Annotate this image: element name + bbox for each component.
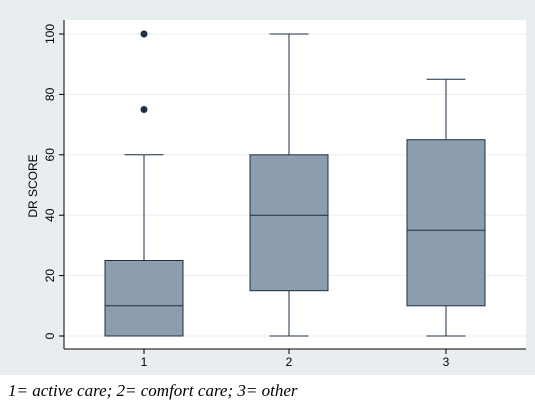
- y-tick-label-0: 0: [43, 332, 57, 339]
- y-axis-title: DR SCORE: [26, 154, 40, 217]
- y-tick-label-60: 60: [43, 148, 57, 162]
- box-plot-chart: 0 20 40 60 80 100 1 2 3 DR SCORE: [0, 0, 535, 375]
- box-group-1: [104, 30, 184, 337]
- chart-caption: 1= active care; 2= comfort care; 3= othe…: [8, 381, 298, 400]
- x-tick-label-1: 1: [141, 355, 148, 369]
- box-series: [104, 30, 486, 337]
- x-axis-ticks: 1 2 3: [141, 349, 450, 369]
- box-group-3: [406, 78, 486, 337]
- y-tick-label-100: 100: [43, 24, 57, 44]
- x-tick-label-3: 3: [443, 355, 450, 369]
- box-group-2: [249, 33, 329, 337]
- box-iqr-1: [104, 260, 184, 337]
- y-tick-label-20: 20: [43, 269, 57, 283]
- x-tick-label-2: 2: [286, 355, 293, 369]
- y-tick-label-80: 80: [43, 87, 57, 101]
- outlier-point-1-1: [140, 30, 148, 38]
- y-tick-label-40: 40: [43, 208, 57, 222]
- box-iqr-2: [249, 154, 329, 292]
- y-axis-ticks: 0 20 40 60 80 100: [43, 24, 64, 339]
- box-iqr-3: [406, 139, 486, 307]
- outlier-point-1-0: [140, 106, 148, 113]
